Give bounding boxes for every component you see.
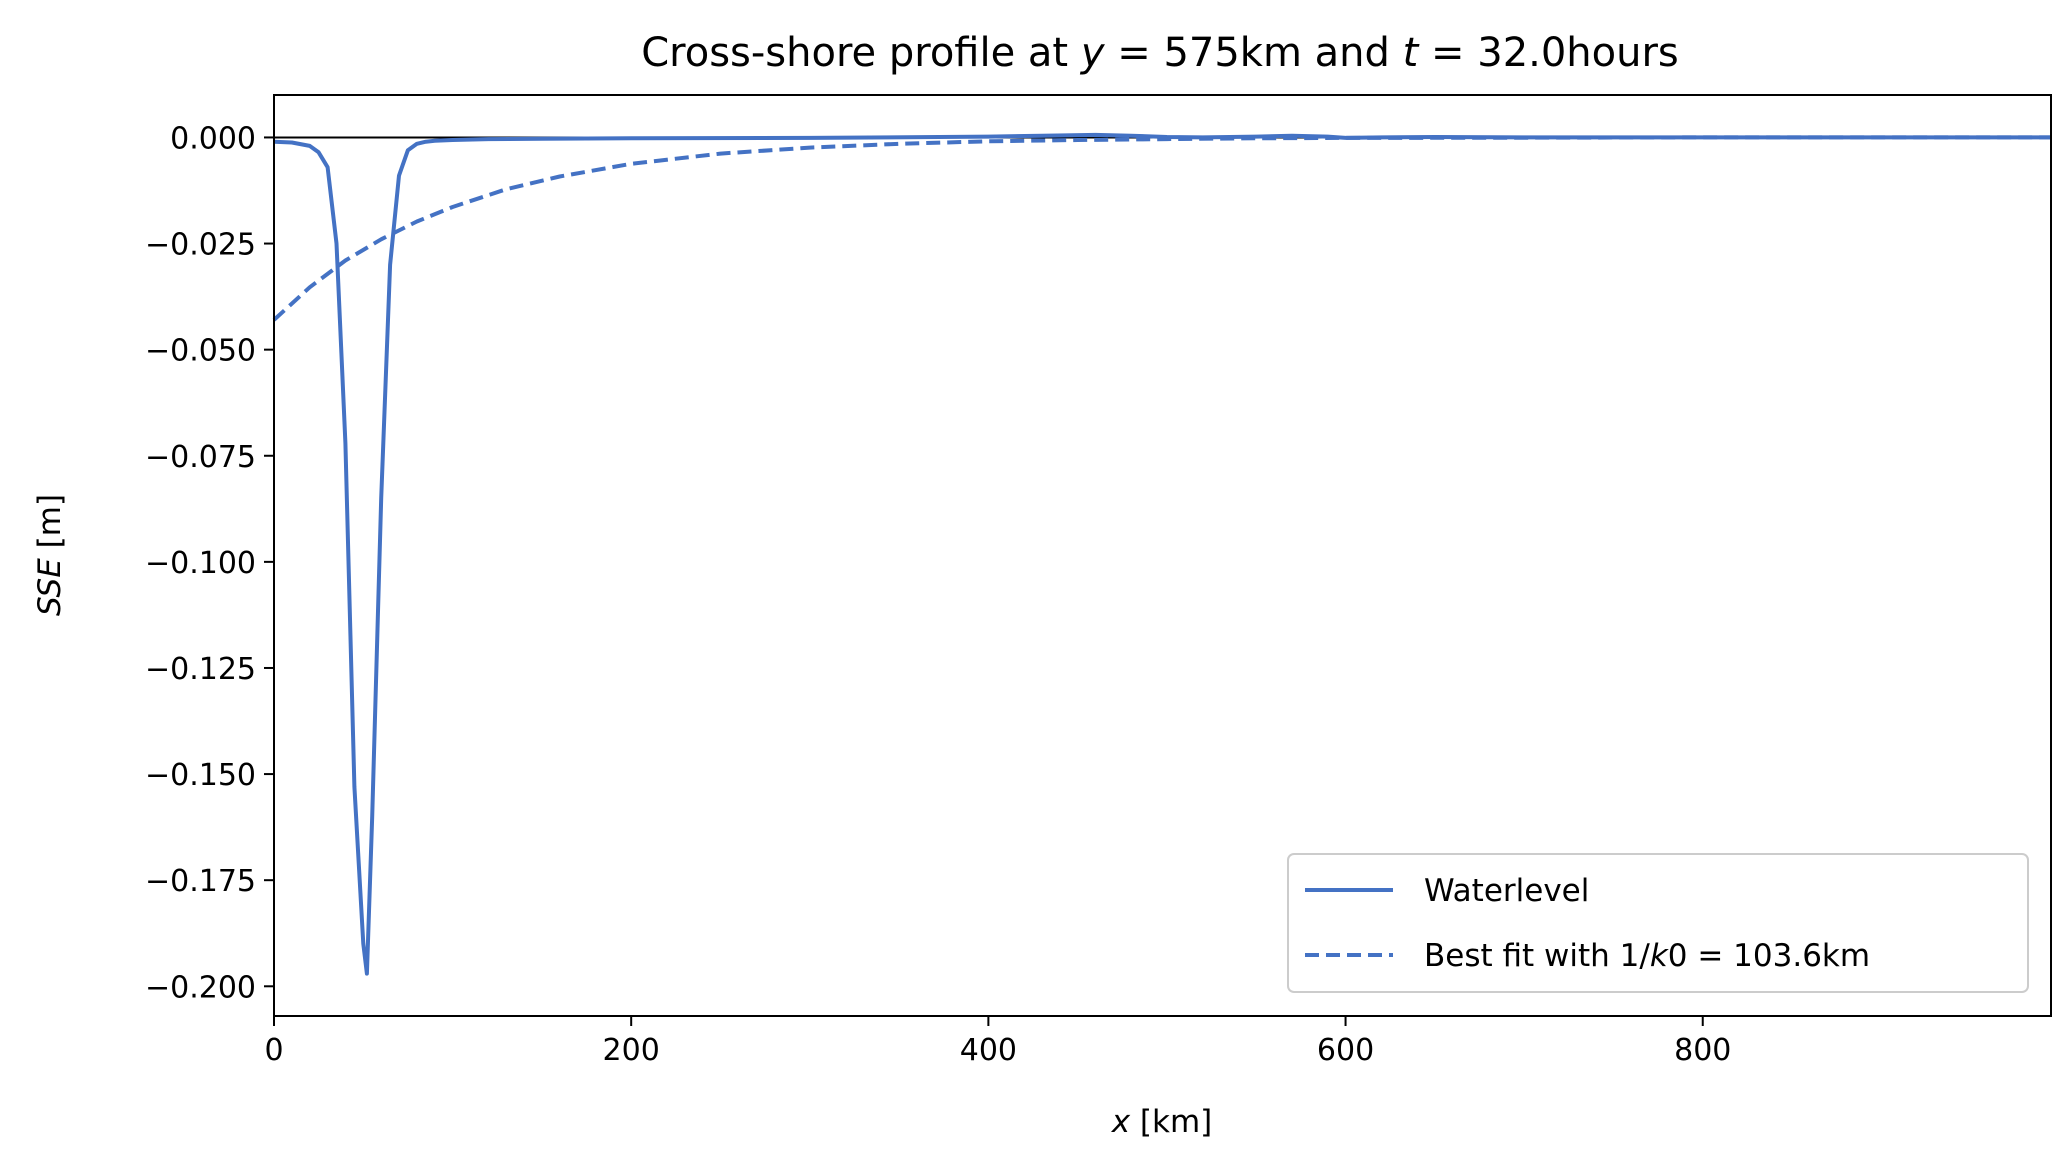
- legend-label-best-fit: Best fit with 1/k0 = 103.6km: [1424, 938, 1870, 974]
- y-tick-label: −0.100: [145, 546, 256, 581]
- x-axis-label: x [km]: [1111, 1104, 1213, 1140]
- y-axis: 0.000 −0.025 −0.050 −0.075 −0.100 −0.125 −0.15…: [145, 121, 274, 1005]
- legend: Waterlevel Best fit with 1/k0 = 103.6km: [1287, 853, 2029, 993]
- plot-area: [272, 94, 2052, 1017]
- series-line-waterlevel: [273, 132, 2051, 976]
- y-tick-label: −0.050: [145, 334, 256, 369]
- axes-frame: [273, 94, 2052, 1017]
- x-axis-label-unit: [km]: [1130, 1104, 1212, 1140]
- legend-best-fit-part-1: Best fit with 1/: [1424, 938, 1650, 974]
- y-tick-label: −0.075: [145, 440, 256, 475]
- legend-box: [1287, 853, 2029, 993]
- chart-title: Cross-shore profile at y = 575km and t =…: [641, 30, 1679, 76]
- title-part-3: = 32.0hours: [1418, 30, 1678, 76]
- y-axis-label-unit: [m]: [32, 494, 68, 558]
- series-line-best-fit: [272, 135, 2051, 322]
- series-group: [272, 132, 2051, 976]
- title-part-1: Cross-shore profile at: [641, 30, 1081, 76]
- x-tick-label: 200: [603, 1033, 660, 1068]
- x-tick-label: 0: [264, 1033, 283, 1068]
- x-axis: 0 200 400 600 800: [264, 1016, 1731, 1068]
- title-y-var: y: [1080, 30, 1106, 76]
- y-axis-label-var: SSE: [32, 558, 68, 616]
- y-axis-label: SSE [m]: [32, 494, 68, 616]
- y-tick-label: −0.025: [145, 228, 256, 263]
- x-tick-label: 800: [1674, 1033, 1731, 1068]
- x-axis-label-var: x: [1111, 1104, 1131, 1140]
- title-part-2: = 575km and: [1105, 30, 1403, 76]
- x-tick-label: 400: [960, 1033, 1017, 1068]
- y-tick-label: −0.125: [145, 652, 256, 687]
- legend-label-waterlevel: Waterlevel: [1424, 873, 1589, 909]
- legend-best-fit-part-2: 0 = 103.6km: [1668, 938, 1870, 974]
- y-tick-label: −0.175: [145, 864, 256, 899]
- title-t-var: t: [1403, 30, 1420, 76]
- x-tick-label: 600: [1317, 1033, 1374, 1068]
- y-tick-label: −0.200: [145, 970, 256, 1005]
- legend-best-fit-k: k: [1650, 938, 1669, 974]
- y-tick-label: −0.150: [145, 758, 256, 793]
- y-tick-label: 0.000: [170, 121, 256, 156]
